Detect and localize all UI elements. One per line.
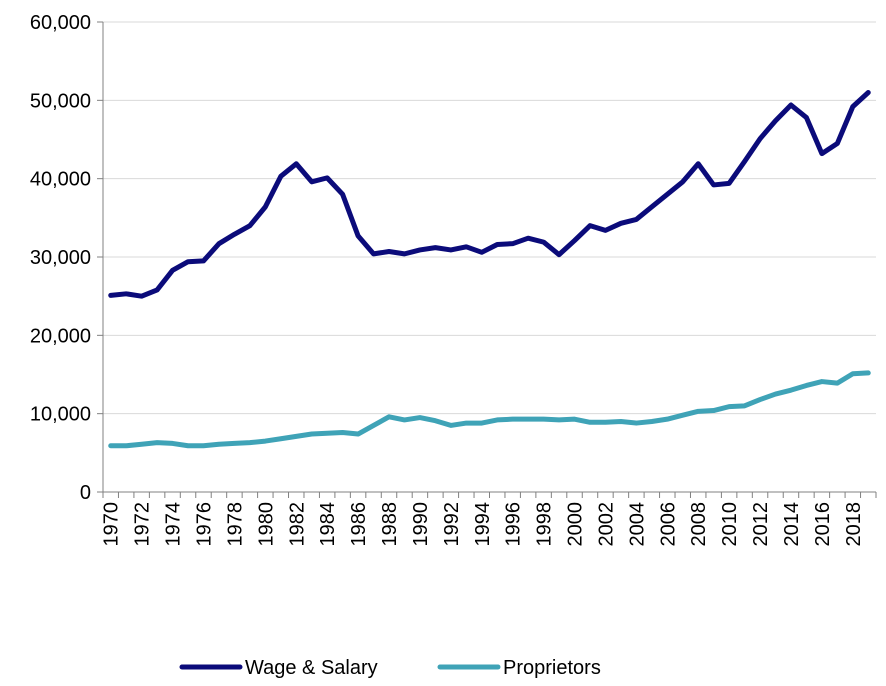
x-tick-label: 1970 xyxy=(101,502,123,547)
x-tick-label: 1974 xyxy=(163,502,185,547)
gridlines xyxy=(103,21,876,415)
y-tick-label: 0 xyxy=(80,482,91,504)
x-tick-label: 2016 xyxy=(812,502,834,547)
x-tick-label: 2010 xyxy=(719,502,741,547)
x-tick-label: 2002 xyxy=(595,502,617,547)
y-tick-label: 50,000 xyxy=(30,90,91,112)
series-lines xyxy=(108,90,871,449)
series-line-wage-salary xyxy=(108,90,871,299)
x-tick-label: 2014 xyxy=(781,502,803,547)
y-tick-label: 20,000 xyxy=(30,325,91,347)
legend-label-wage-salary: Wage & Salary xyxy=(245,657,378,679)
x-tick-label: 1978 xyxy=(224,502,246,547)
x-tick-label: 1996 xyxy=(503,502,525,547)
x-tick-label: 1998 xyxy=(534,502,556,547)
y-tick-label: 60,000 xyxy=(30,12,91,34)
x-tick-label: 2008 xyxy=(688,502,710,547)
x-tick-label: 2004 xyxy=(626,502,648,547)
y-tick-label: 30,000 xyxy=(30,247,91,269)
x-tick-label: 1990 xyxy=(410,502,432,547)
x-tick-label: 1976 xyxy=(193,502,215,547)
x-axis: 1970 1972 1974 1976 1978 1980 1982 1984 1986 1988… xyxy=(101,491,877,547)
x-tick-label: 1986 xyxy=(348,502,370,547)
x-tick-label: 1988 xyxy=(379,502,401,547)
x-tick-label: 2000 xyxy=(565,502,587,547)
y-tick-label: 10,000 xyxy=(30,404,91,426)
x-tick-label: 1982 xyxy=(286,502,308,547)
legend-label-proprietors: Proprietors xyxy=(503,657,601,679)
x-tick-label: 1972 xyxy=(132,502,154,547)
x-tick-label: 2006 xyxy=(657,502,679,547)
x-tick-label: 2018 xyxy=(843,502,865,547)
x-tick-label: 2012 xyxy=(750,502,772,547)
y-axis: 0 10,000 20,000 30,000 40,000 50,000 60,000 xyxy=(30,12,104,504)
y-tick-label: 40,000 xyxy=(30,169,91,191)
x-tick-label: 1984 xyxy=(317,502,339,547)
x-tick-label: 1980 xyxy=(255,502,277,547)
x-tick-label: 1992 xyxy=(441,502,463,547)
series-line-proprietors xyxy=(108,370,871,449)
legend: Wage & Salary Proprietors xyxy=(179,657,601,679)
x-tick-label: 1994 xyxy=(472,502,494,546)
